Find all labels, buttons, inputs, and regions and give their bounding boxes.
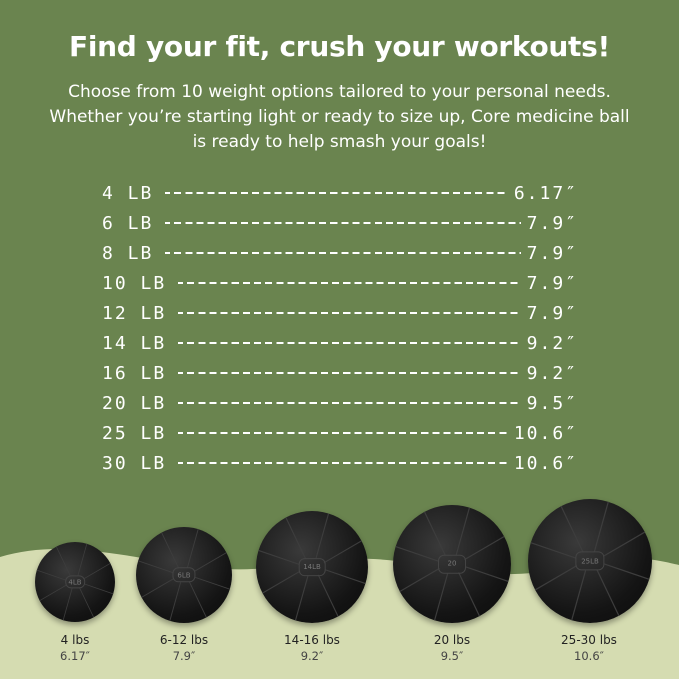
size-row: 8 LB 7.9″ (102, 238, 578, 268)
size-row: 30 LB 10.6″ (102, 448, 578, 478)
diameter: 9.2″ (526, 332, 578, 354)
ball-seams (36, 543, 114, 621)
medicine-ball-image: 6LB (136, 527, 232, 623)
dash-leader (178, 282, 521, 284)
ball-seams (530, 501, 650, 621)
weight: 16 LB (102, 362, 167, 384)
size-row: 6 LB 7.9″ (102, 208, 578, 238)
dash-leader (178, 372, 521, 374)
weight: 30 LB (102, 452, 167, 474)
ball-size: 7.9″ (172, 649, 196, 663)
medicine-ball-image: 4LB (35, 542, 115, 622)
page-subtitle: Choose from 10 weight options tailored t… (49, 82, 630, 152)
dash-leader (178, 342, 521, 344)
ball-size: 9.5″ (440, 649, 464, 663)
ball-seams (258, 513, 366, 621)
diameter: 7.9″ (526, 302, 578, 324)
diameter: 9.2″ (526, 362, 578, 384)
size-row: 20 LB 9.5″ (102, 388, 578, 418)
medicine-ball-image: 14LB (256, 511, 368, 623)
ball-weight: 6-12 lbs (159, 633, 209, 647)
ball-caption: 4 lbs 6.17″ (15, 632, 135, 664)
medicine-ball-image: 25LB (528, 499, 652, 623)
ball-tag: 4LB (65, 575, 85, 589)
size-row: 4 LB 6.17″ (102, 178, 578, 208)
dash-leader (178, 402, 521, 404)
medicine-ball-image: 20 (393, 505, 511, 623)
dash-leader (178, 462, 508, 464)
dash-leader (165, 222, 521, 224)
weight: 8 LB (102, 242, 154, 264)
ball-tag: 25LB (575, 551, 605, 571)
ball-size: 9.2″ (300, 649, 324, 663)
ball-caption: 20 lbs 9.5″ (392, 632, 512, 664)
dash-leader (165, 192, 508, 194)
size-row: 12 LB 7.9″ (102, 298, 578, 328)
ball-weight: 25-30 lbs (561, 633, 617, 647)
ball-tag: 6LB (172, 567, 196, 583)
diameter: 6.17″ (513, 182, 578, 204)
weight: 12 LB (102, 302, 167, 324)
size-row: 25 LB 10.6″ (102, 418, 578, 448)
ball-weight: 4 lbs (60, 633, 90, 647)
dash-leader (178, 432, 508, 434)
diameter: 7.9″ (526, 272, 578, 294)
ball-seams (395, 507, 509, 621)
dash-leader (178, 312, 521, 314)
weight: 6 LB (102, 212, 154, 234)
ball-weight: 20 lbs (433, 633, 471, 647)
ball-caption: 25-30 lbs 10.6″ (529, 632, 649, 664)
diameter: 10.6″ (513, 452, 578, 474)
dash-leader (165, 252, 521, 254)
weight: 4 LB (102, 182, 154, 204)
weight: 25 LB (102, 422, 167, 444)
ball-caption: 14-16 lbs 9.2″ (252, 632, 372, 664)
weight: 20 LB (102, 392, 167, 414)
ball-size: 6.17″ (60, 649, 90, 663)
size-row: 10 LB 7.9″ (102, 268, 578, 298)
diameter: 9.5″ (526, 392, 578, 414)
diameter: 7.9″ (526, 242, 578, 264)
diameter: 10.6″ (513, 422, 578, 444)
diameter: 7.9″ (526, 212, 578, 234)
size-row: 16 LB 9.2″ (102, 358, 578, 388)
ball-caption: 6-12 lbs 7.9″ (124, 632, 244, 664)
weight: 10 LB (102, 272, 167, 294)
ball-size: 10.6″ (574, 649, 604, 663)
size-table: 4 LB 6.17″ 6 LB 7.9″ 8 LB 7.9″ 10 LB 7.9″ 12… (102, 178, 578, 478)
ball-tag: 14LB (298, 558, 326, 576)
ball-seams (137, 529, 231, 621)
size-row: 14 LB 9.2″ (102, 328, 578, 358)
weight: 14 LB (102, 332, 167, 354)
ball-weight: 14-16 lbs (284, 633, 340, 647)
page-title: Find your fit, crush your workouts! (69, 30, 610, 63)
ball-tag: 20 (438, 554, 466, 574)
